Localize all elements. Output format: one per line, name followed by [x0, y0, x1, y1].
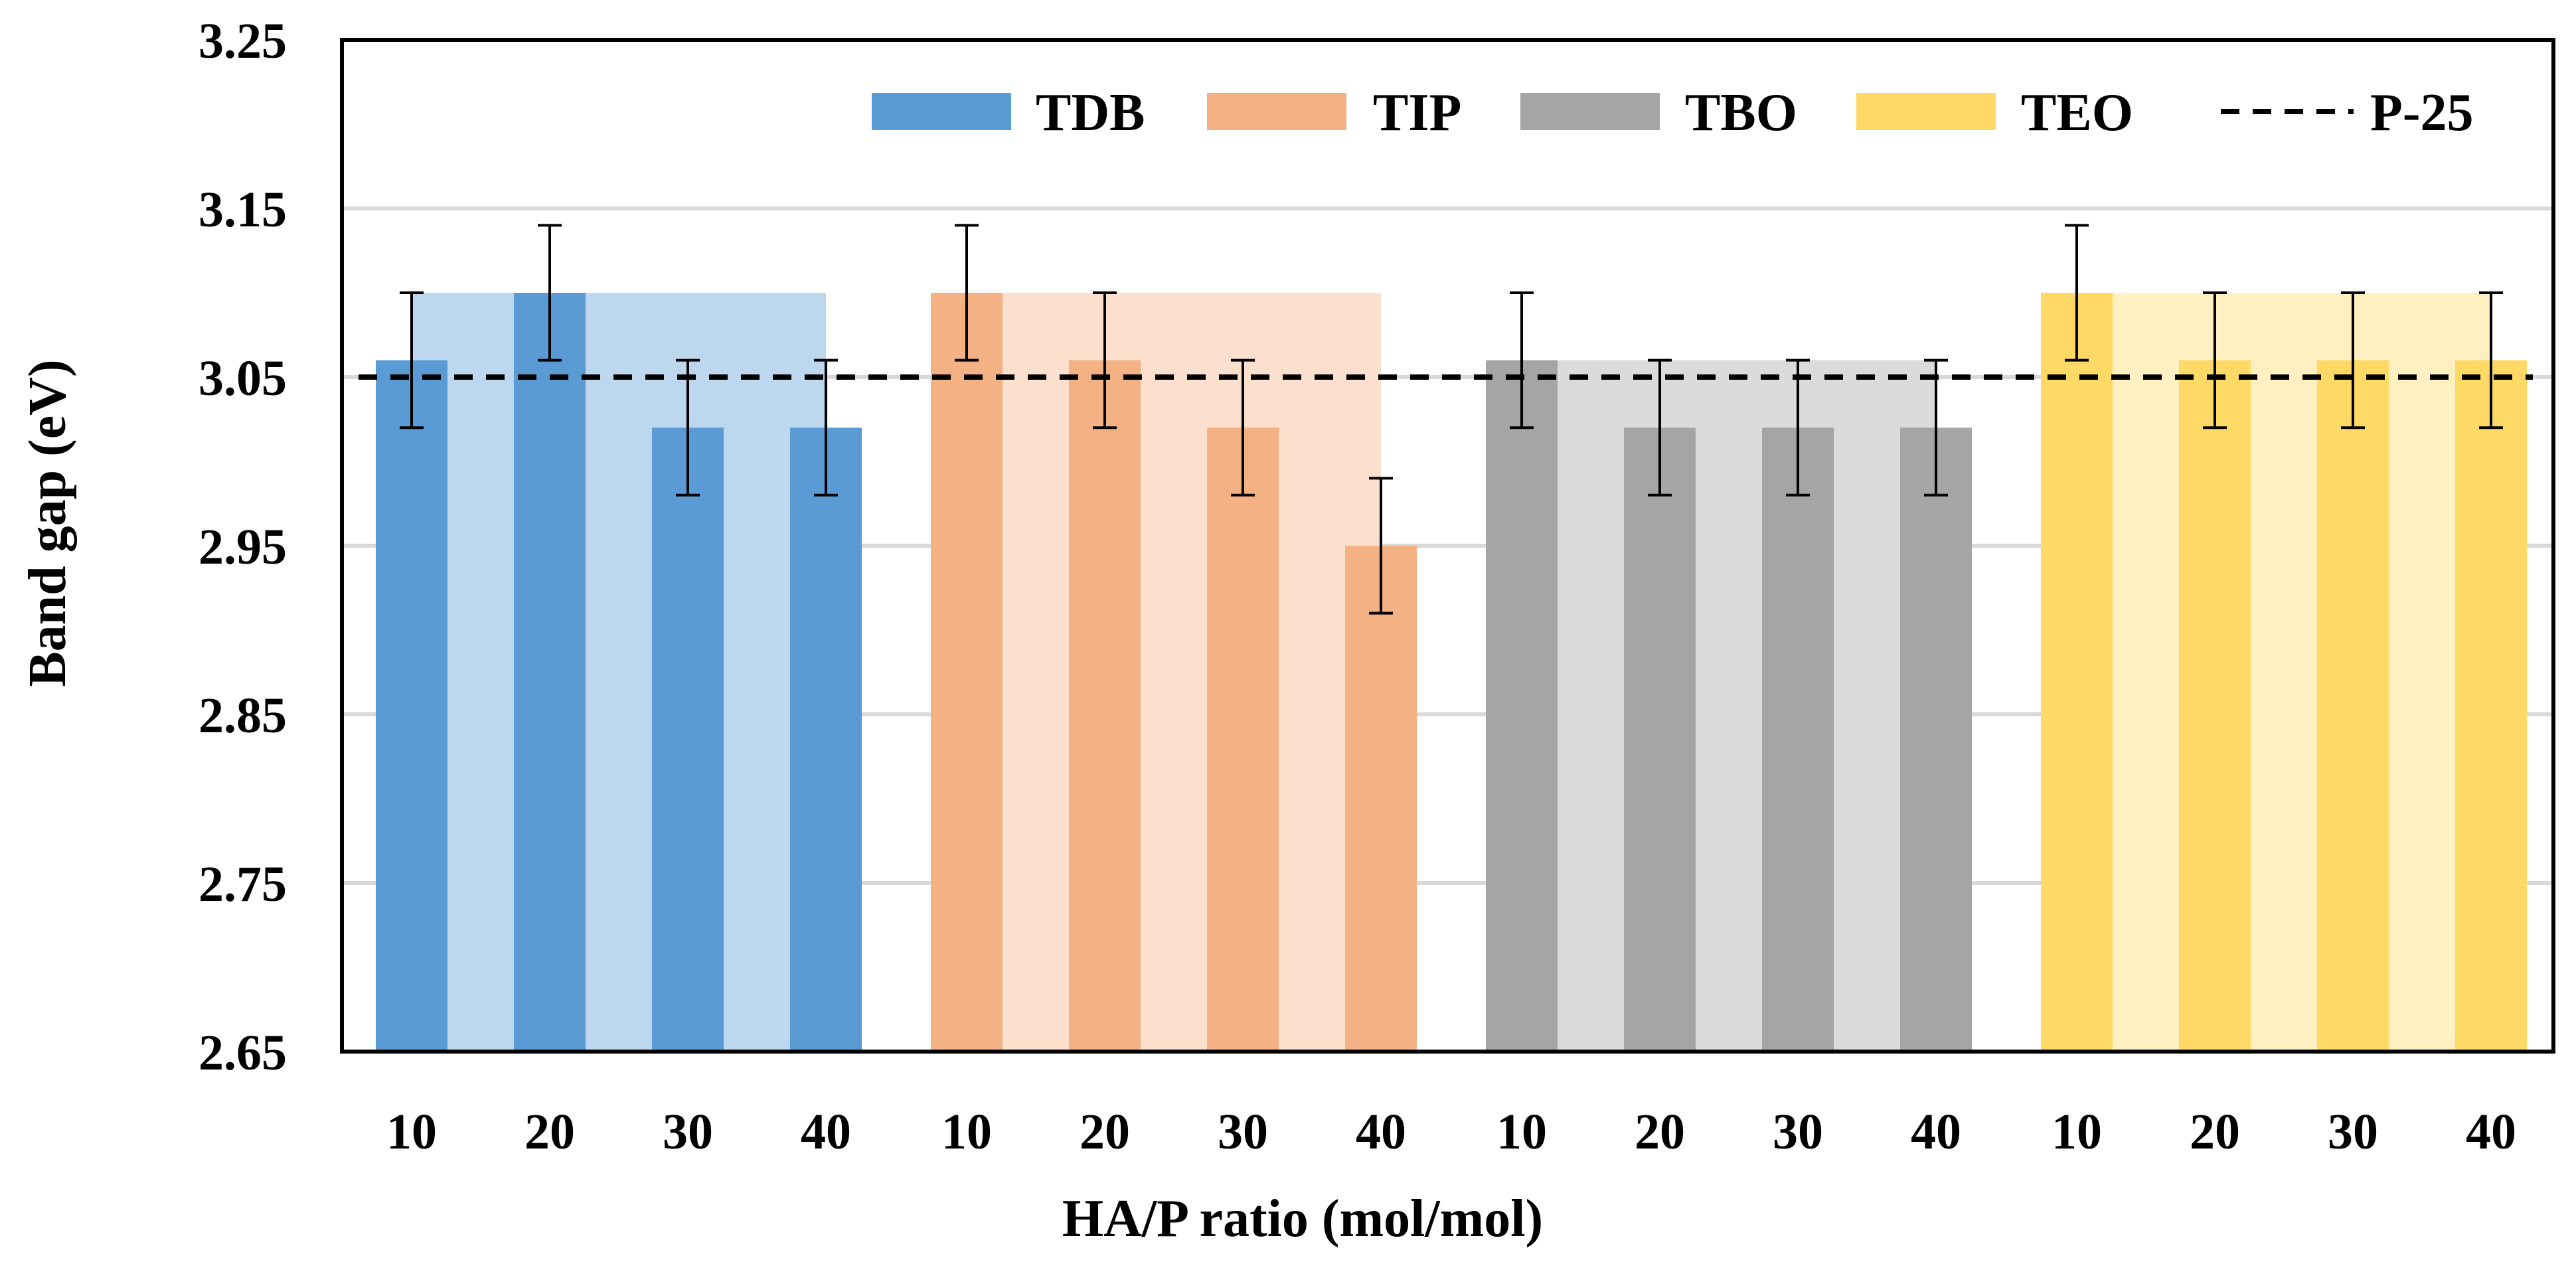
x-tick-tip-30: 30 — [1218, 1104, 1268, 1160]
bar-tbo-40 — [1900, 428, 1972, 1052]
x-tick-tdb-10: 10 — [386, 1104, 437, 1160]
series-band-tip — [967, 293, 1381, 1052]
x-tick-tdb-40: 40 — [801, 1104, 851, 1160]
x-tick-teo-20: 20 — [2190, 1104, 2240, 1160]
y-tick-2.95: 2.95 — [199, 519, 287, 575]
legend-swatch-teo — [1856, 93, 1996, 130]
legend-label-tdb: TDB — [1036, 84, 1145, 142]
legend-swatch-tip — [1207, 93, 1346, 130]
y-tick-2.65: 2.65 — [199, 1025, 287, 1081]
x-tick-tdb-20: 20 — [524, 1104, 575, 1160]
y-tick-2.75: 2.75 — [199, 856, 287, 912]
x-axis-title: HA/P ratio (mol/mol) — [1062, 1190, 1543, 1248]
legend-swatch-tbo — [1520, 93, 1660, 130]
x-tick-tbo-20: 20 — [1635, 1104, 1685, 1160]
bar-tip-30 — [1207, 428, 1279, 1052]
x-tick-tip-40: 40 — [1356, 1104, 1406, 1160]
bar-tdb-40 — [790, 428, 862, 1052]
plot-frame — [340, 38, 2555, 1054]
bar-teo-20 — [2179, 360, 2251, 1052]
bar-tbo-20 — [1624, 428, 1696, 1052]
bar-teo-40 — [2455, 360, 2527, 1052]
y-tick-3.25: 3.25 — [199, 13, 287, 69]
legend: TDB TIP TBO TEO P-25 — [872, 84, 2474, 142]
error-bar-tbo-10 — [1510, 291, 1534, 430]
x-tick-tdb-30: 30 — [663, 1104, 713, 1160]
series-background-bars — [412, 293, 2491, 1052]
legend-label-teo: TEO — [2021, 84, 2133, 142]
bar-tip-10 — [931, 293, 1003, 1052]
bar-tdb-30 — [652, 428, 724, 1052]
y-tick-3.15: 3.15 — [199, 182, 287, 238]
bar-tip-20 — [1069, 360, 1141, 1052]
error-bar-teo-40 — [2479, 291, 2503, 430]
error-bar-tdb-40 — [814, 358, 838, 497]
bar-tip-40 — [1345, 546, 1417, 1052]
legend-swatch-tdb — [872, 93, 1011, 130]
series-band-tbo — [1522, 360, 1936, 1052]
bars — [376, 293, 2527, 1052]
series-band-tdb — [412, 293, 826, 1052]
x-tick-teo-30: 30 — [2328, 1104, 2378, 1160]
bar-tbo-30 — [1762, 428, 1834, 1052]
y-tick-3.05: 3.05 — [199, 351, 287, 406]
error-bar-tdb-10 — [400, 291, 424, 430]
series-band-teo — [2077, 293, 2491, 1052]
error-bar-tbo-30 — [1786, 358, 1810, 497]
error-bar-tbo-20 — [1648, 358, 1672, 497]
x-tick-tip-10: 10 — [941, 1104, 992, 1160]
bar-tdb-10 — [376, 360, 447, 1052]
error-bar-teo-10 — [2065, 224, 2089, 362]
x-tick-teo-10: 10 — [2052, 1104, 2102, 1160]
x-tick-labels: 10 20 30 40 10 20 30 40 10 20 30 40 10 20 30 40 — [386, 1104, 2516, 1160]
error-bar-tdb-30 — [676, 358, 700, 497]
error-bar-tip-30 — [1231, 358, 1255, 497]
y-axis-title: Band gap (eV) — [19, 359, 77, 686]
legend-label-tbo: TBO — [1685, 84, 1797, 142]
error-bars — [400, 224, 2503, 615]
bar-tbo-10 — [1486, 360, 1558, 1052]
x-tick-teo-40: 40 — [2466, 1104, 2516, 1160]
error-bar-tip-20 — [1093, 291, 1117, 430]
y-tick-labels: 2.65 2.75 2.85 2.95 3.05 3.15 3.25 — [199, 13, 287, 1081]
error-bar-tbo-40 — [1924, 358, 1948, 497]
bar-teo-30 — [2317, 360, 2389, 1052]
x-tick-tbo-30: 30 — [1773, 1104, 1823, 1160]
legend-label-tip: TIP — [1373, 84, 1461, 142]
error-bar-teo-30 — [2341, 291, 2365, 430]
x-tick-tbo-40: 40 — [1911, 1104, 1961, 1160]
error-bar-tdb-20 — [538, 224, 562, 362]
bar-teo-10 — [2041, 293, 2113, 1052]
error-bar-teo-20 — [2203, 291, 2227, 430]
x-tick-tip-20: 20 — [1080, 1104, 1130, 1160]
x-tick-tbo-10: 10 — [1496, 1104, 1547, 1160]
error-bar-tip-10 — [955, 224, 979, 362]
legend-label-p25: P-25 — [2370, 84, 2474, 142]
y-tick-2.85: 2.85 — [199, 688, 287, 744]
error-bar-tip-40 — [1369, 477, 1393, 615]
bar-tdb-20 — [514, 293, 586, 1052]
